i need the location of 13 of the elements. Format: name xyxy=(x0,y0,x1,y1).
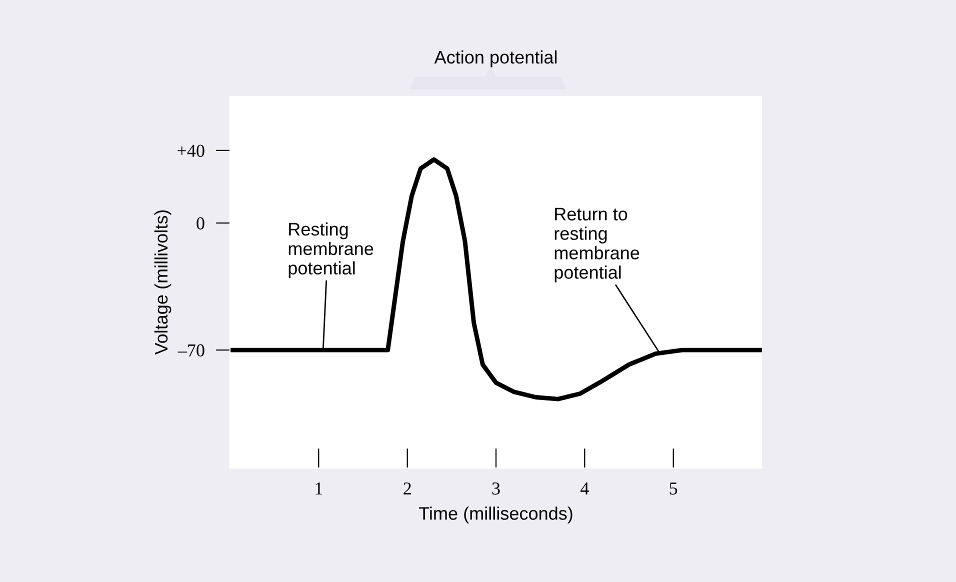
y-tick-label: 0 xyxy=(196,217,204,230)
annotation: Return to resting membrane potential xyxy=(554,208,640,282)
x-tick-label: 5 xyxy=(670,482,678,495)
x-tick-label: 2 xyxy=(404,482,411,494)
y-tick-label: +40 xyxy=(178,144,204,157)
x-tick-label: 1 xyxy=(316,482,322,494)
x-axis-title: Time (milliseconds) xyxy=(419,506,572,524)
text: Action potential xyxy=(434,50,557,68)
y-axis-title: Voltage (millivolts) xyxy=(154,210,172,355)
x-tick-label: 4 xyxy=(580,482,589,494)
annotation: Resting membrane potential xyxy=(288,222,374,278)
x-tick-label: 3 xyxy=(492,482,500,495)
y-tick-label: –70 xyxy=(178,344,204,356)
